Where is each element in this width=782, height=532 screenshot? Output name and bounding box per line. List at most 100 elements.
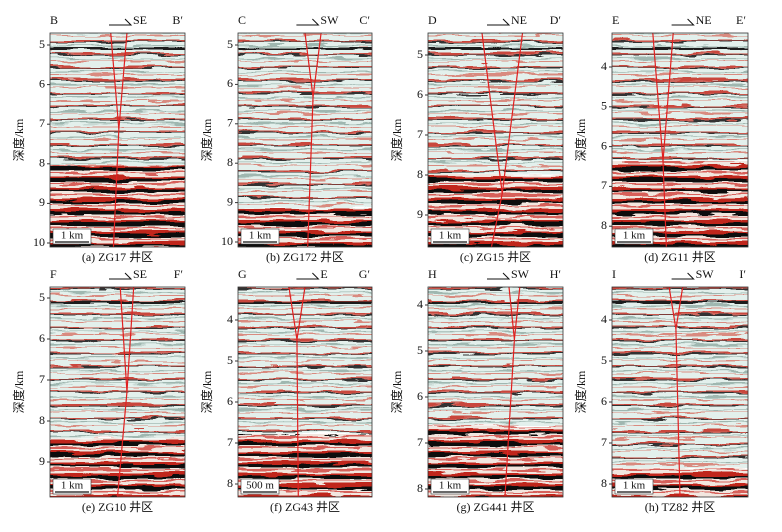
axis-label: 深度/km (573, 370, 588, 413)
direction-arrow (487, 18, 511, 26)
direction-arrow (109, 18, 133, 26)
direction-arrow (671, 18, 695, 26)
scale-label: 1 km (61, 480, 84, 492)
direction: SW (696, 267, 715, 281)
scale-box (614, 228, 654, 245)
section-start: I (612, 267, 616, 281)
y-tick-label: 7 (417, 127, 423, 141)
direction-arrow (296, 272, 320, 280)
section-end: H′ (550, 267, 562, 281)
y-tick-label: 5 (601, 99, 607, 113)
panel-frame (611, 286, 749, 498)
caption: (e) ZG10 井区 (82, 500, 153, 514)
panel-frame (237, 286, 373, 498)
section-start: G (238, 267, 247, 281)
fault (118, 33, 128, 130)
section-end: I′ (739, 267, 746, 281)
panel: D D′ NE 5 6 7 8 9 深度/km 1 km (c) ZG15 井区 (389, 13, 564, 264)
section-start: H (428, 267, 437, 281)
fault (126, 287, 135, 393)
fault (296, 287, 306, 340)
panel: I I′ SW 4 5 6 7 8 深度/km 1 km (h) TZ82 井区 (573, 267, 749, 514)
scale-label: 500 m (246, 480, 274, 492)
y-tick-label: 9 (227, 194, 233, 208)
y-tick-label: 8 (227, 476, 233, 490)
y-tick-label: 4 (601, 59, 607, 73)
y-tick-label: 7 (227, 116, 233, 130)
scale-label: 1 km (623, 480, 646, 492)
scale-label: 1 km (623, 230, 646, 242)
fault (662, 33, 674, 162)
y-tick-label: 7 (227, 435, 233, 449)
axis-label: 深度/km (11, 370, 26, 413)
top-reflector (428, 47, 563, 50)
axis-label: 深度/km (389, 370, 404, 413)
seismic-upper (612, 287, 748, 468)
scale-label: 1 km (439, 230, 462, 242)
seismic-upper (428, 33, 563, 175)
section-start: E (612, 13, 619, 27)
fault (675, 287, 684, 330)
y-tick-label: 7 (39, 116, 45, 130)
section-end: B′ (172, 13, 183, 27)
section (428, 287, 563, 497)
panel-frame (237, 32, 373, 248)
section-end: F′ (174, 267, 184, 281)
direction: SW (320, 13, 339, 27)
panel: B B′ SE 5 6 7 8 9 10 深度/km 1 km (a) ZG17 井区 (11, 13, 186, 264)
caption: (a) ZG17 井区 (82, 250, 153, 264)
section-end: D′ (550, 13, 562, 27)
scale-label: 1 km (249, 230, 272, 242)
direction-arrow (671, 272, 695, 280)
y-tick-label: 5 (227, 37, 233, 51)
direction-arrow (296, 18, 320, 26)
y-tick-label: 6 (417, 87, 423, 101)
axis-label: 深度/km (389, 118, 404, 161)
y-tick-label: 6 (39, 76, 45, 90)
y-tick-label: 5 (417, 343, 423, 357)
panel: E E′ NE 4 5 6 7 8 深度/km 1 km (d) ZG11 井区 (573, 13, 749, 264)
panel: H H′ SW 4 5 6 7 8 深度/km 1 km (g) ZG441 井区 (389, 267, 564, 514)
direction: NE (696, 13, 712, 27)
section (612, 33, 748, 247)
seismic-upper (238, 287, 372, 434)
caption: (h) TZ82 井区 (645, 500, 715, 514)
panel: G G′ E 4 5 6 7 8 深度/km 500 m (f) ZG43 井区 (199, 267, 373, 514)
y-tick-label: 8 (601, 218, 607, 232)
scale-box (430, 228, 470, 245)
top-reflector (428, 301, 563, 304)
y-tick-label: 8 (39, 413, 45, 427)
y-tick-label: 10 (221, 234, 233, 248)
top-reflector (50, 301, 185, 304)
section-end: G′ (359, 267, 371, 281)
y-tick-label: 8 (417, 167, 423, 181)
y-tick-label: 7 (601, 435, 607, 449)
fault (501, 33, 524, 194)
scale-label: 1 km (61, 230, 84, 242)
y-tick-label: 7 (417, 435, 423, 449)
scale-box (614, 478, 654, 495)
y-tick-label: 7 (39, 372, 45, 386)
y-tick-label: 5 (417, 47, 423, 61)
axis-label: 深度/km (199, 118, 214, 161)
caption: (d) ZG11 井区 (644, 250, 716, 264)
y-tick-label: 8 (417, 481, 423, 495)
caption: (f) ZG43 井区 (270, 500, 340, 514)
y-tick-label: 10 (33, 235, 45, 249)
direction: NE (511, 13, 527, 27)
fault (312, 33, 322, 98)
panel-frame (49, 32, 186, 248)
y-tick-label: 5 (227, 353, 233, 367)
panel: C C′ SW 5 6 7 8 9 10 深度/km 1 km (b) ZG172 井区 (199, 13, 373, 264)
section (238, 287, 372, 497)
y-tick-label: 4 (227, 312, 233, 326)
seismic-upper (50, 33, 185, 166)
top-reflector (50, 47, 185, 50)
section (612, 287, 748, 497)
y-tick-label: 6 (601, 394, 607, 408)
y-tick-label: 6 (227, 394, 233, 408)
section-start: D (428, 13, 437, 27)
y-tick-label: 5 (39, 290, 45, 304)
direction: E (320, 267, 327, 281)
y-tick-label: 8 (601, 476, 607, 490)
